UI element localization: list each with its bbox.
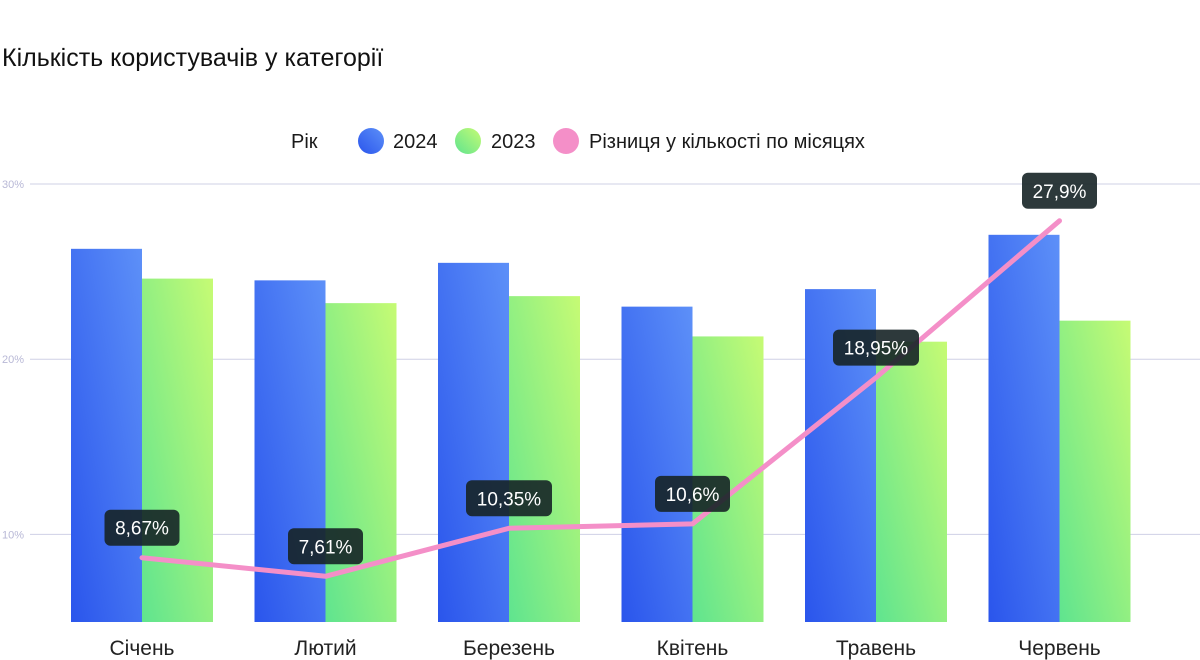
data-label-box (833, 329, 919, 366)
legend-title: Рік (291, 131, 318, 153)
data-label-box (104, 509, 180, 546)
x-category-label: Березень (463, 637, 555, 660)
data-label-text: 10,35% (477, 489, 542, 510)
data-label: 8,67% (104, 509, 180, 546)
bar-2023 (142, 278, 213, 622)
legend: Рік 2024 2023 Різниця у кількості по міс… (291, 128, 865, 154)
bar-2024 (438, 262, 509, 622)
legend-marker-2024 (358, 128, 384, 154)
data-label-box (655, 475, 730, 512)
data-label-box (466, 480, 552, 517)
data-label-text: 18,95% (844, 339, 909, 360)
x-category-label: Червень (1018, 637, 1101, 660)
data-label-text: 27,9% (1033, 182, 1087, 203)
data-label: 7,61% (288, 528, 363, 565)
bar-2023 (876, 341, 947, 622)
chart-title: Кількість користувачів у категорії (2, 44, 383, 72)
legend-label-2024: 2024 (393, 131, 438, 153)
data-label-box (288, 528, 363, 565)
y-axis-ticks: 10% 20% 30% (2, 179, 24, 541)
data-label: 18,95% (833, 329, 919, 366)
y-tick-label: 30% (2, 179, 24, 191)
data-label: 27,9% (1022, 172, 1097, 209)
data-label: 10,35% (466, 480, 552, 517)
legend-label-difference: Різниця у кількості по місяцях (589, 131, 865, 153)
data-label: 10,6% (655, 475, 730, 512)
bar-2024 (988, 234, 1060, 623)
x-category-label: Лютий (294, 637, 356, 660)
x-category-label: Травень (836, 637, 916, 660)
bar-2023 (1059, 320, 1131, 622)
x-axis-categories: Січень Лютий Березень Квітень Травень Червень (110, 637, 1101, 660)
bar-2024 (71, 248, 142, 622)
y-tick-label: 10% (2, 529, 24, 541)
y-tick-label: 20% (2, 354, 24, 366)
bar-2023 (509, 296, 580, 622)
legend-marker-2023 (455, 128, 481, 154)
data-label-text: 7,61% (299, 537, 353, 558)
x-category-label: Січень (110, 637, 175, 660)
legend-marker-difference (553, 128, 579, 154)
data-label-text: 10,6% (666, 485, 720, 506)
bar-2024 (254, 280, 326, 622)
difference-labels: 8,67% 7,61% 10,35% 10,6% 18,95% 27,9% (104, 172, 1097, 565)
legend-label-2023: 2023 (491, 131, 536, 153)
x-category-label: Квітень (657, 637, 729, 660)
bar-2024 (621, 306, 693, 622)
data-label-text: 8,67% (115, 519, 169, 540)
data-label-box (1022, 172, 1097, 209)
